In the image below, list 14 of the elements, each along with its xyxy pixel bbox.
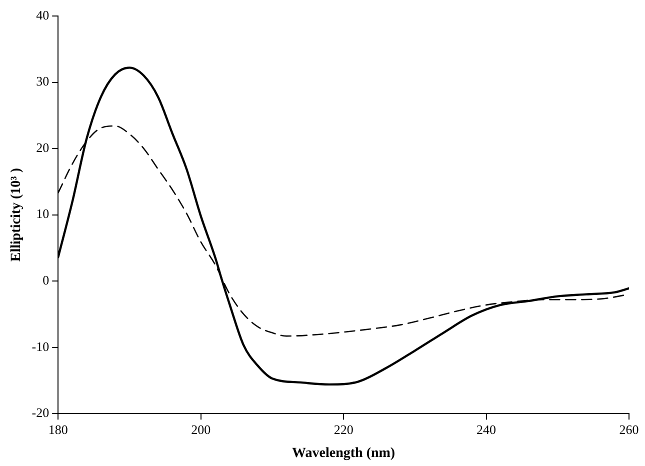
y-axis-title: Ellipticity (10³ ) (9, 168, 24, 262)
y-tick-label: 40 (36, 7, 50, 22)
x-tick-label: 260 (619, 422, 639, 437)
y-tick-label: 30 (36, 74, 50, 89)
y-tick-label: 20 (36, 140, 50, 155)
y-tick-label: 0 (42, 272, 50, 288)
y-tick-label: -10 (32, 338, 50, 354)
x-tick-label: 240 (476, 422, 496, 437)
x-tick-label: 200 (191, 422, 211, 437)
y-tick-label: 10 (36, 206, 50, 222)
x-tick-label: 220 (334, 422, 354, 437)
x-tick-label: 180 (48, 422, 68, 437)
y-tick-label: -20 (32, 405, 50, 420)
x-axis-title: Wavelength (nm) (292, 446, 396, 462)
